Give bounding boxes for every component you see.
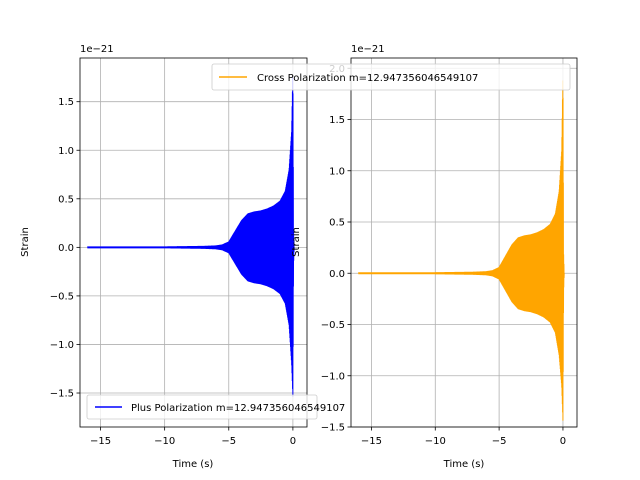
left-y-tick-label: 1.0: [58, 146, 74, 157]
right-y-tick-label: 0.5: [329, 218, 345, 229]
left-x-tick-label: −10: [154, 436, 175, 447]
left-y-tick-label: −1.0: [50, 340, 74, 351]
right-legend-box: [211, 63, 571, 91]
left-y-tick-label: 0.0: [58, 243, 74, 254]
left-legend: Plus Polarization m=12.947356046549107: [86, 394, 345, 420]
left-y-axis-label: Strain: [20, 227, 31, 257]
left-axes-frame: [79, 57, 308, 428]
right-legend: Cross Polarization m=12.947356046549107: [211, 63, 571, 91]
right-x-axis-label: Time (s): [443, 459, 485, 470]
right-y-offset-text: 1e−21: [351, 44, 385, 55]
right-y-tick-label: 1.0: [329, 166, 345, 177]
right-y-tick-label: 1.5: [329, 115, 345, 126]
left-legend-label: Plus Polarization m=12.947356046549107: [131, 403, 345, 414]
left-x-axis-label: Time (s): [172, 459, 214, 470]
right-y-tick-label: −1.0: [321, 371, 345, 382]
right-x-tick-label: −15: [361, 436, 382, 447]
left-y-tick-label: −1.5: [50, 389, 74, 400]
left-legend-box: [86, 394, 318, 420]
left-x-tick-label: −15: [90, 436, 111, 447]
left-y-tick-label: 0.5: [58, 194, 74, 205]
left-series-group: [87, 77, 295, 397]
right-axes-frame: [350, 57, 578, 428]
left-y-ticks: −1.5 −1.0 −0.5 0.0 0.5 1.0 1.5: [50, 97, 80, 400]
right-plot-panel: −15−10−50 −1.5−1.0−0.50.00.51.01.52.0 Ti…: [211, 44, 578, 470]
right-y-axis-label: Strain: [291, 227, 302, 257]
left-plot-panel: −15 −10 −5 0 −1.5 −1.0 −0.5 0.0 0.5 1.0 1.5 Time …: [20, 44, 345, 470]
right-series-line: [358, 80, 565, 421]
left-y-tick-label: 1.5: [58, 97, 74, 108]
right-x-tick-label: 0: [560, 436, 566, 447]
right-y-tick-label: −1.5: [321, 423, 345, 434]
right-series-group: [358, 80, 565, 421]
right-legend-label: Cross Polarization m=12.947356046549107: [257, 73, 478, 84]
left-y-offset-text: 1e−21: [80, 44, 114, 55]
left-y-tick-label: −0.5: [50, 291, 74, 302]
right-x-tick-label: −10: [425, 436, 446, 447]
left-series-line: [87, 77, 295, 397]
right-y-ticks: −1.5−1.0−0.50.00.51.01.52.0: [321, 64, 351, 434]
right-y-tick-label: 0.0: [329, 269, 345, 280]
left-x-tick-label: 0: [290, 436, 296, 447]
right-x-ticks: −15 −10 −5 0: [361, 427, 566, 447]
left-x-tick-label: −5: [221, 436, 236, 447]
left-x-ticks: −15 −10 −5 0: [90, 427, 296, 447]
right-y-tick-label: −0.5: [321, 320, 345, 331]
right-x-tick-label: −5: [492, 436, 507, 447]
